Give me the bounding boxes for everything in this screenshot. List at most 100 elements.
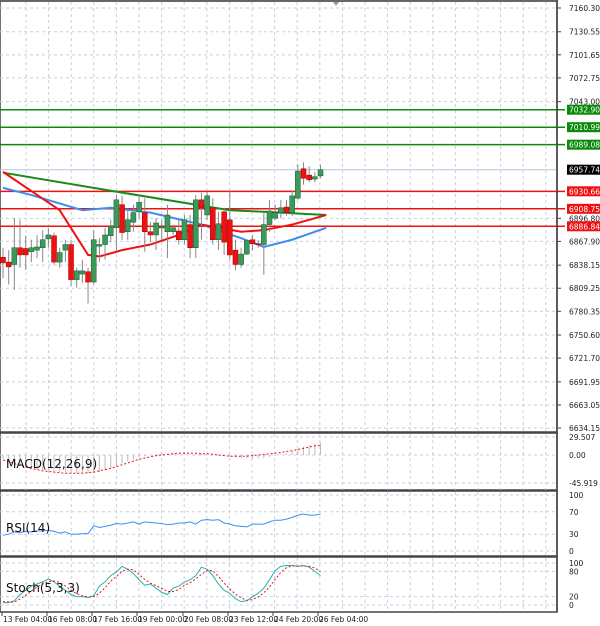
candle-bearish[interactable] bbox=[232, 249, 239, 265]
candle-bearish[interactable] bbox=[300, 168, 307, 179]
candle-bullish[interactable] bbox=[107, 225, 114, 236]
level-price-tag bbox=[567, 221, 600, 232]
candle-bullish[interactable] bbox=[39, 239, 46, 248]
time-axis-label: 16 Feb 08:00 bbox=[48, 615, 97, 624]
candle-bullish[interactable] bbox=[278, 207, 284, 213]
candle-bullish[interactable] bbox=[159, 226, 165, 229]
candle-bearish[interactable] bbox=[283, 206, 290, 213]
macd-signal-line bbox=[2, 444, 321, 474]
level-price-label: 6989.08 bbox=[569, 141, 600, 150]
price-axis-label: 7160.30 bbox=[569, 4, 600, 13]
candle-bullish[interactable] bbox=[11, 247, 18, 265]
level-price-label: 7032.90 bbox=[569, 106, 600, 115]
candle-bullish[interactable] bbox=[261, 224, 267, 245]
stoch-label: Stoch(5,3,3) bbox=[6, 581, 80, 595]
candle-bullish[interactable] bbox=[317, 169, 324, 177]
candle-bullish[interactable] bbox=[204, 195, 210, 216]
indicator-axis-label: 30 bbox=[569, 530, 579, 539]
price-axis-label: 6867.90 bbox=[569, 237, 600, 246]
candle-bullish[interactable] bbox=[124, 219, 131, 233]
time-axis-label: 20 Feb 08:00 bbox=[184, 615, 233, 624]
price-axis-label: 7072.75 bbox=[569, 74, 600, 83]
candle-bullish[interactable] bbox=[289, 195, 295, 213]
price-axis-label: 6663.05 bbox=[569, 401, 600, 410]
time-axis-label: 23 Feb 12:00 bbox=[229, 615, 278, 624]
price-axis-label: 6691.95 bbox=[569, 378, 600, 387]
candle-bearish[interactable] bbox=[68, 244, 74, 280]
candle-bullish[interactable] bbox=[96, 244, 103, 247]
candle-bullish[interactable] bbox=[102, 234, 108, 245]
level-price-tag bbox=[567, 104, 600, 115]
candle-bearish[interactable] bbox=[221, 211, 227, 243]
candle-bearish[interactable] bbox=[119, 204, 125, 233]
candle-bullish[interactable] bbox=[136, 201, 142, 213]
candle-bullish[interactable] bbox=[238, 253, 244, 265]
candle-bearish[interactable] bbox=[5, 261, 12, 268]
indicator-axis-label: -45.919 bbox=[569, 479, 598, 488]
candle-bullish[interactable] bbox=[193, 199, 199, 248]
candle-bullish[interactable] bbox=[113, 199, 120, 229]
candle-bearish[interactable] bbox=[210, 207, 216, 240]
candle-bullish[interactable] bbox=[295, 170, 301, 199]
level-price-label: 6886.84 bbox=[569, 222, 600, 231]
candle-bullish[interactable] bbox=[79, 270, 86, 275]
shift-marker-icon[interactable] bbox=[333, 2, 339, 6]
indicator-axis-label: 100 bbox=[569, 559, 584, 568]
candle-bearish[interactable] bbox=[147, 231, 154, 236]
candle-bearish[interactable] bbox=[51, 235, 57, 263]
candle-bullish[interactable] bbox=[164, 214, 171, 233]
candle-bullish[interactable] bbox=[130, 212, 137, 223]
candle-bullish[interactable] bbox=[56, 252, 63, 263]
candle-bullish[interactable] bbox=[181, 219, 188, 240]
level-price-label: 6930.66 bbox=[569, 187, 600, 196]
candle-bullish[interactable] bbox=[170, 227, 176, 233]
candle-bearish[interactable] bbox=[22, 248, 29, 256]
indicator-axis-label: 0 bbox=[569, 601, 574, 610]
candle-bullish[interactable] bbox=[73, 270, 80, 280]
candle-bearish[interactable] bbox=[306, 174, 312, 181]
price-axis-label: 6809.25 bbox=[569, 284, 600, 293]
rsi-line bbox=[2, 513, 321, 536]
time-axis-label: 24 Feb 20:00 bbox=[274, 615, 323, 624]
candle-bullish[interactable] bbox=[312, 176, 318, 180]
level-price-tag bbox=[567, 203, 600, 214]
candle-bullish[interactable] bbox=[34, 246, 40, 251]
level-price-label: 7010.99 bbox=[569, 123, 600, 132]
rsi-label: RSI(14) bbox=[6, 521, 50, 535]
candle-bearish[interactable] bbox=[249, 239, 256, 244]
price-axis-label: 6780.35 bbox=[569, 307, 600, 316]
current-price-label: 6957.74 bbox=[569, 166, 600, 175]
price-axis-label: 6750.60 bbox=[569, 331, 600, 340]
candle-bullish[interactable] bbox=[62, 244, 69, 251]
level-price-label: 6908.75 bbox=[569, 205, 600, 214]
candle-bearish[interactable] bbox=[142, 212, 148, 233]
candle-bearish[interactable] bbox=[85, 271, 91, 283]
indicator-axis-label: 0 bbox=[569, 547, 574, 556]
candle-bearish[interactable] bbox=[255, 243, 261, 245]
candle-bearish[interactable] bbox=[17, 247, 23, 256]
candle-bullish[interactable] bbox=[244, 240, 250, 255]
candle-bullish[interactable] bbox=[45, 234, 52, 240]
indicator-axis-label: 20 bbox=[569, 593, 579, 602]
price-axis-label: 7101.65 bbox=[569, 51, 600, 60]
price-axis-label: 6634.15 bbox=[569, 424, 600, 433]
candle-bullish[interactable] bbox=[266, 210, 273, 225]
main-panel bbox=[0, 0, 558, 433]
indicator-axis-label: 80 bbox=[569, 567, 579, 576]
candle-bearish[interactable] bbox=[0, 257, 6, 264]
candle-bullish[interactable] bbox=[215, 223, 222, 240]
time-axis-label: 26 Feb 04:00 bbox=[319, 615, 368, 624]
candle-bearish[interactable] bbox=[187, 224, 193, 248]
level-price-tag bbox=[567, 122, 600, 133]
candle-bullish[interactable] bbox=[90, 239, 97, 283]
candle-bearish[interactable] bbox=[176, 230, 182, 240]
indicator-axis-label: 100 bbox=[569, 491, 584, 500]
candle-bullish[interactable] bbox=[28, 247, 35, 252]
candle-bullish[interactable] bbox=[272, 212, 278, 219]
stoch-panel bbox=[0, 556, 558, 613]
candle-bearish[interactable] bbox=[198, 199, 205, 209]
candle-bearish[interactable] bbox=[227, 219, 233, 256]
candle-bullish[interactable] bbox=[153, 222, 159, 236]
